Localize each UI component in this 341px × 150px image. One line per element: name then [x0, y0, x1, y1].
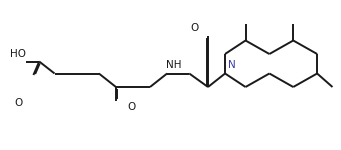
Text: O: O: [190, 24, 198, 33]
Text: N: N: [228, 60, 236, 69]
Text: O: O: [127, 102, 135, 112]
Text: NH: NH: [166, 60, 182, 69]
Text: HO: HO: [10, 49, 26, 59]
Text: O: O: [15, 99, 23, 108]
